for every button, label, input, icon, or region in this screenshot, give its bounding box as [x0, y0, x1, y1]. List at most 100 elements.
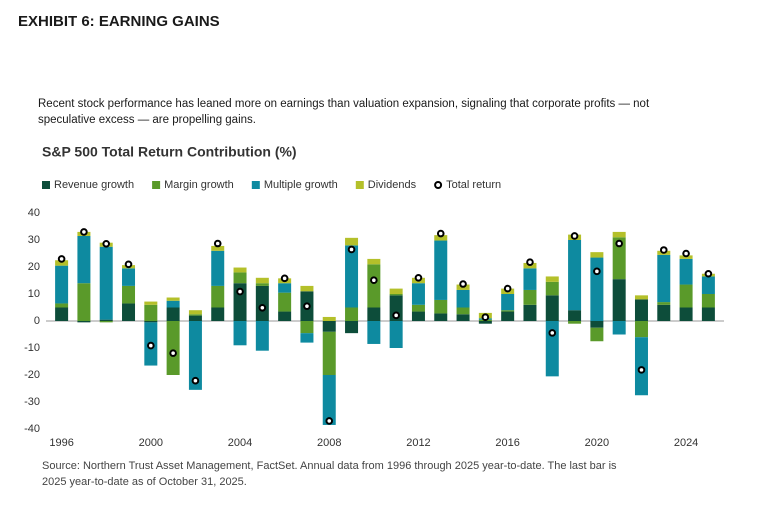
bar-segment: [345, 245, 359, 308]
source: Source: Northern Trust Asset Management,…: [42, 460, 617, 472]
total-return-dot: [570, 232, 579, 240]
bar-segment: [99, 319, 113, 321]
y-tick-label: -40: [24, 423, 40, 435]
total-return-dot: [258, 303, 267, 312]
source: 2025 year-to-date as of October 31, 2025…: [42, 476, 247, 488]
total-return-dot: [236, 287, 244, 296]
total-return-dot: [615, 239, 623, 248]
x-tick-label: 2000: [139, 437, 163, 449]
bar-segment: [679, 258, 693, 285]
bar-segment: [99, 321, 113, 323]
bar-segment: [434, 240, 448, 300]
bar-segment: [322, 331, 336, 375]
bar-segment: [255, 321, 269, 351]
bar-segment: [545, 281, 559, 296]
x-tick-label: 2016: [495, 437, 519, 449]
bar-segment: [322, 321, 336, 332]
bar-segment: [300, 333, 314, 343]
bar-segment: [612, 279, 626, 321]
legend-marker: [434, 181, 443, 189]
bar-segment: [166, 307, 180, 321]
total-return-dot: [325, 417, 334, 425]
bar-segment: [389, 321, 403, 348]
description: Recent stock performance has leaned more…: [38, 98, 650, 110]
total-return-dot: [370, 276, 378, 285]
bar-segment: [322, 316, 336, 321]
total-return-dot: [392, 311, 400, 320]
bar-segment: [322, 375, 336, 425]
bar-segment: [367, 321, 381, 344]
bar-segment: [255, 277, 269, 284]
bar-segment: [657, 304, 671, 321]
description: speculative excess — are propelling gain…: [38, 114, 256, 126]
total-return-dot: [147, 341, 155, 350]
bar-segment: [233, 272, 247, 284]
bar-segment: [545, 276, 559, 282]
y-tick-label: 20: [28, 261, 40, 273]
bar-segment: [211, 250, 225, 286]
bar-segment: [99, 246, 113, 320]
legend-marker: [42, 181, 50, 189]
bar-segment: [211, 245, 225, 251]
bar-segment: [188, 321, 202, 390]
bar-segment: [77, 321, 91, 323]
bar-segment: [568, 240, 582, 311]
bar-segment: [679, 284, 693, 308]
bar-segment: [55, 260, 69, 266]
total-return-dot: [102, 239, 111, 248]
legend-label: Multiple growth: [264, 179, 338, 191]
legend-label: Total return: [446, 179, 501, 191]
x-tick-label: 1996: [49, 437, 73, 449]
bar-segment: [278, 283, 292, 293]
total-return-dot: [124, 260, 133, 269]
bar-segment: [55, 307, 69, 321]
bar-segment: [411, 311, 425, 321]
y-tick-label: 10: [28, 288, 40, 300]
total-return-dot: [548, 329, 557, 337]
bar-segment: [188, 314, 202, 316]
bar-segment: [478, 321, 492, 324]
total-return-dot: [280, 274, 289, 283]
bar-segment: [367, 258, 381, 265]
bar-segment: [701, 276, 715, 294]
bar-segment: [211, 307, 225, 321]
total-return-dot: [436, 229, 445, 238]
bar-segment: [411, 304, 425, 312]
legend-label: Revenue growth: [54, 179, 134, 191]
bar-segment: [122, 303, 136, 321]
bar-segment: [144, 304, 158, 321]
bar-segment: [367, 307, 381, 321]
total-return-dot: [191, 376, 200, 385]
bar-segment: [411, 283, 425, 305]
bar-segment: [568, 321, 582, 324]
bar-segment: [144, 321, 158, 323]
bar-segment: [590, 252, 604, 258]
total-return-dot: [459, 280, 467, 288]
bar-segment: [679, 307, 693, 321]
bar-segment: [657, 254, 671, 303]
y-tick-label: 0: [34, 315, 40, 327]
bar-segment: [255, 283, 269, 286]
bar-segment: [278, 292, 292, 312]
bar-segment: [300, 285, 314, 292]
bar-segment: [634, 295, 648, 300]
bar-segment: [590, 257, 604, 321]
bar-segment: [122, 268, 136, 286]
y-tick-label: 30: [28, 234, 40, 246]
total-return-dot: [593, 267, 601, 276]
y-tick-label: -10: [24, 342, 40, 354]
bar-segment: [456, 314, 470, 321]
total-return-dot: [414, 274, 423, 282]
bar-segment: [634, 321, 648, 338]
total-return-dot: [503, 284, 512, 293]
x-tick-label: 2008: [317, 437, 341, 449]
bar-segment: [434, 299, 448, 314]
bar-segment: [612, 321, 626, 335]
legend-marker: [152, 181, 161, 189]
y-tick-label: -20: [24, 369, 40, 381]
bar-segment: [501, 294, 515, 311]
total-return-dot: [213, 239, 222, 248]
bar-segment: [345, 321, 359, 334]
bar-segment: [166, 321, 180, 375]
